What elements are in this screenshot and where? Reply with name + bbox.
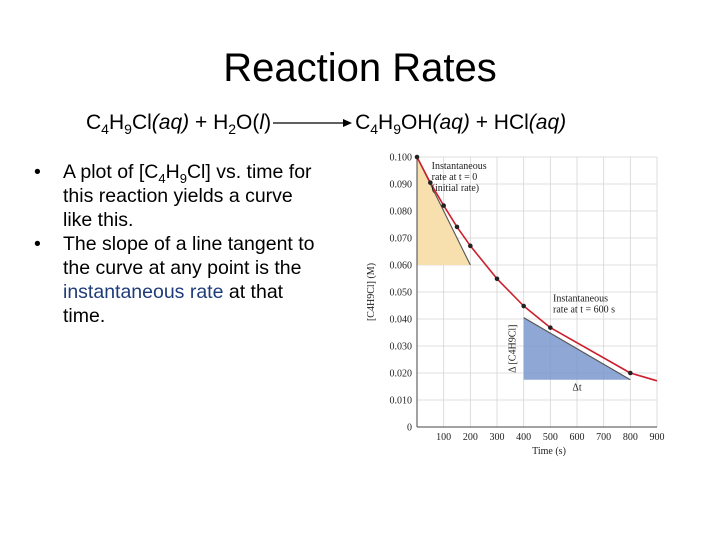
annotation-t600-rate: rate at t = 600 s (553, 304, 615, 315)
data-point (494, 276, 500, 282)
concentration-time-chart: 0 0.010 0.020 0.030 0.040 0.050 0.060 0.070 0.08… (366, 153, 665, 458)
eq-h: H (213, 111, 229, 134)
tangent-line (523, 317, 631, 381)
eq-paren: ( (252, 111, 260, 134)
y-tick-label: 0.010 (390, 396, 413, 407)
annotation-initial-rate: Instantaneous (432, 161, 487, 172)
y-tick-label: 0.070 (390, 234, 413, 245)
annotation-t600-rate: Instantaneous (553, 293, 608, 304)
eq-plus: + (189, 111, 214, 134)
eq-paren: ) (264, 111, 272, 134)
eq-phase: aq (158, 111, 183, 134)
y-axis-label: [C4H9Cl] (M) (366, 263, 377, 321)
y-tick-label: 0.060 (390, 261, 413, 272)
data-point (441, 203, 446, 208)
bullet-dot: • (34, 161, 41, 183)
data-point (454, 224, 460, 230)
y-tick-label: 0.040 (390, 315, 413, 326)
eq-oh: OH (401, 111, 433, 134)
x-tick-label: 100 (436, 432, 451, 443)
bullet-sub: 4 (158, 170, 166, 186)
eq-o: O (236, 111, 253, 134)
bullet-dot: • (34, 233, 41, 255)
eq-hcl: HCl (493, 111, 529, 134)
data-point (414, 154, 420, 160)
y-tick-label: 0.020 (390, 369, 413, 380)
delta-t-label: Δt (572, 383, 581, 394)
reaction-equation: C4H9Cl(aq) + H2O(l) C4H9OH(aq) + HCl(aq) (86, 108, 706, 138)
reaction-arrow-icon (273, 119, 353, 128)
x-tick-label: 400 (516, 432, 531, 443)
eq-cl: Cl (131, 111, 152, 134)
eq-paren: ( (432, 111, 440, 134)
bullet-list: • A plot of [C4H9Cl] vs. time for this re… (34, 160, 324, 328)
bullet-item: • A plot of [C4H9Cl] vs. time for this re… (34, 160, 324, 232)
eq-paren: ) (559, 111, 567, 134)
eq-paren: ( (151, 111, 159, 134)
eq-phase: l (259, 111, 265, 134)
annotation-initial-rate: rate at t = 0 (432, 172, 478, 183)
eq-h: H (108, 111, 125, 134)
t600-rate-triangle (523, 317, 631, 380)
concentration-curve (416, 156, 658, 382)
y-tick-label: 0.090 (390, 180, 413, 191)
page-title: Reaction Rates (223, 46, 497, 90)
data-point (428, 180, 433, 185)
data-point (548, 325, 553, 330)
eq-phase: aq (535, 111, 560, 134)
eq-sub: 4 (370, 121, 379, 138)
eq-h: H (378, 111, 394, 134)
eq-sub: 4 (101, 121, 109, 138)
bullet-text: A plot of [C (63, 161, 159, 183)
y-tick-label: 0 (407, 423, 412, 434)
x-tick-label: 200 (463, 432, 478, 443)
eq-paren: ) (462, 111, 470, 134)
bullet-sub: 9 (179, 170, 187, 186)
data-point (468, 243, 473, 249)
x-tick-label: 800 (623, 432, 638, 443)
eq-paren: ( (528, 111, 536, 134)
y-tick-label: 0.080 (390, 207, 413, 218)
eq-sub: 2 (228, 121, 237, 138)
x-tick-label: 900 (650, 432, 665, 443)
bullet-text: at that time. (63, 281, 284, 327)
eq-phase: aq (439, 111, 463, 134)
eq-plus: + (469, 111, 494, 134)
eq-c: C (86, 111, 102, 134)
y-tick-label: 0.030 (390, 342, 413, 353)
eq-c: C (355, 111, 371, 134)
bullet-text: Cl] vs. time for this reaction yields a … (63, 161, 312, 231)
bullet-text: H (165, 161, 180, 183)
x-axis-label: Time (s) (532, 446, 566, 457)
data-point (628, 370, 633, 376)
bullet-text: The slope of a line tangent to the curve… (63, 233, 315, 279)
eq-paren: ) (182, 111, 190, 134)
delta-concentration-label: Δ [C4H9Cl] (508, 325, 519, 373)
eq-sub: 9 (393, 121, 401, 138)
y-tick-label: 0.050 (390, 288, 413, 299)
x-tick-label: 300 (490, 432, 505, 443)
highlight-term: instantaneous rate (63, 281, 224, 303)
annotation-initial-rate: (initial rate) (432, 183, 479, 194)
y-tick-label: 0.100 (390, 153, 413, 164)
bullet-item: • The slope of a line tangent to the curv… (34, 232, 324, 328)
x-tick-label: 600 (570, 432, 585, 443)
x-tick-label: 700 (596, 432, 611, 443)
eq-sub: 9 (124, 121, 132, 138)
data-point (521, 303, 526, 309)
x-tick-label: 500 (543, 432, 558, 443)
